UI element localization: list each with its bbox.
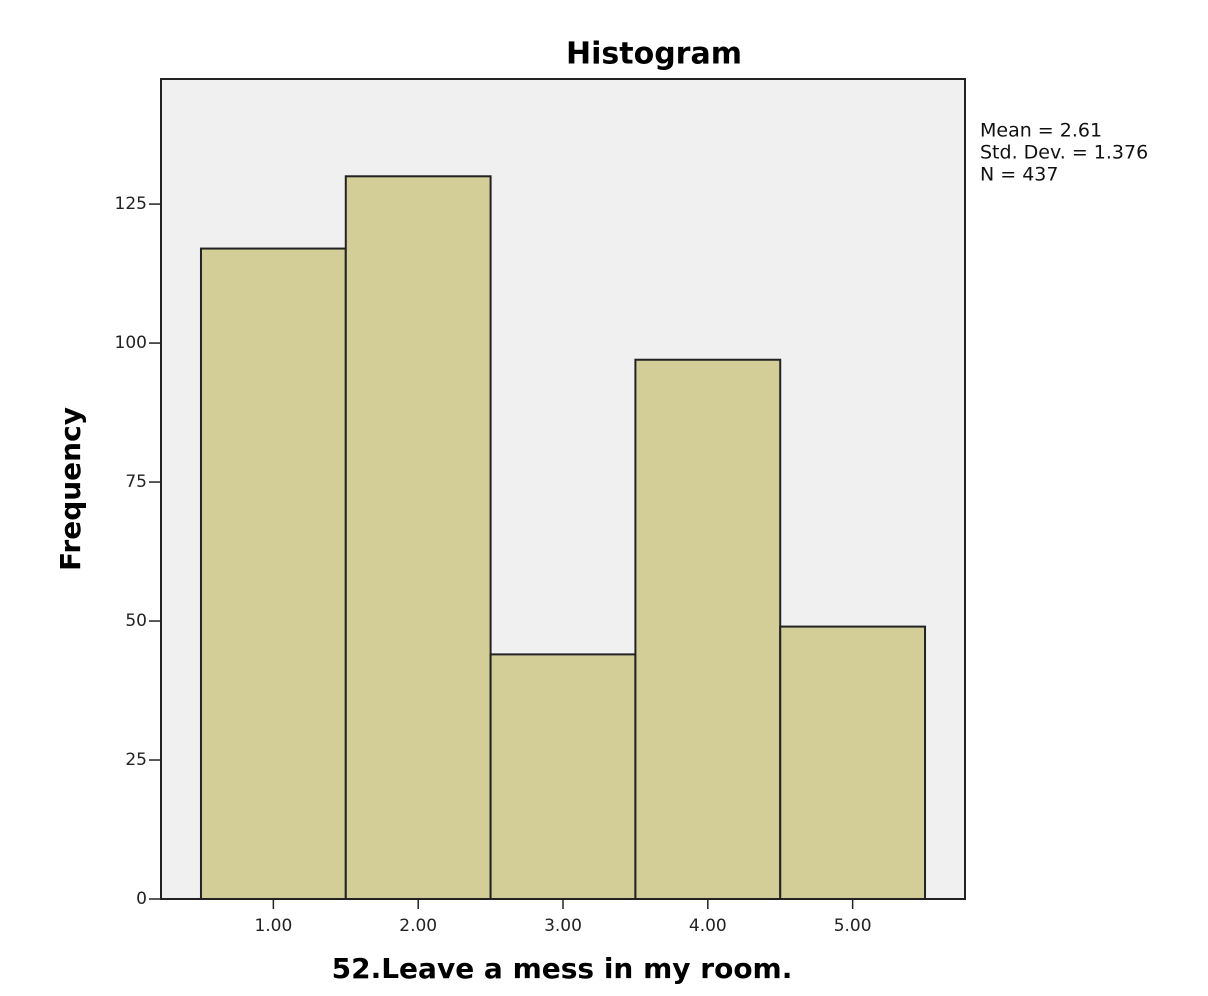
x-tick-label: 2.00	[399, 916, 437, 936]
bar	[344, 175, 492, 900]
y-tick-label: 0	[136, 889, 147, 909]
x-tick-label: 5.00	[834, 916, 872, 936]
x-tick-label: 1.00	[254, 916, 292, 936]
chart-title: Histogram	[566, 37, 742, 72]
y-tick-label: 125	[115, 194, 147, 214]
bar	[199, 247, 347, 900]
stat-annotation: Std. Dev. = 1.376	[980, 142, 1148, 164]
x-tick-label: 3.00	[544, 916, 582, 936]
stat-annotation: Mean = 2.61	[980, 120, 1102, 142]
stat-annotation: N = 437	[980, 164, 1058, 186]
x-tick-label: 4.00	[689, 916, 727, 936]
y-axis-label: Frequency	[54, 407, 87, 571]
y-tick-label: 75	[125, 472, 147, 492]
y-tick-label: 100	[115, 333, 147, 353]
y-tick-label: 50	[125, 611, 147, 631]
x-axis-label: 52.Leave a mess in my room.	[332, 952, 793, 985]
bar	[489, 653, 637, 900]
bar	[634, 358, 782, 900]
y-tick-label: 25	[125, 750, 147, 770]
bar	[779, 625, 927, 900]
